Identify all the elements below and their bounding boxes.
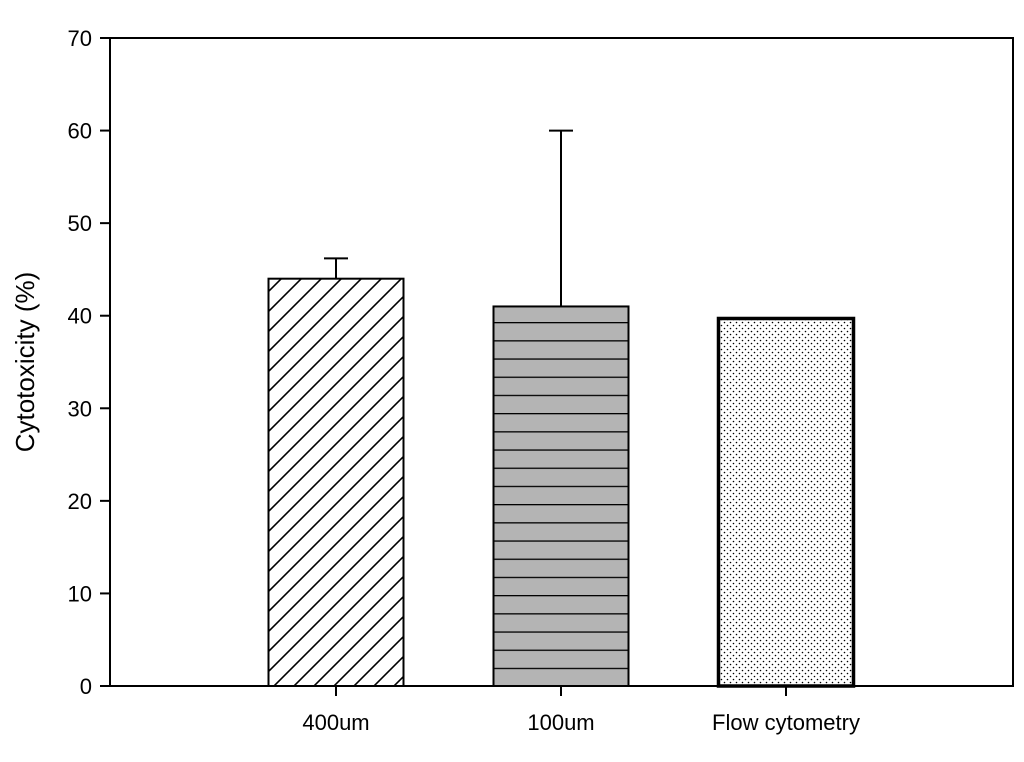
x-axis: 400um 100um Flow cytometry	[302, 686, 860, 735]
y-axis: 0 10 20 30 40 50 60 70	[68, 26, 110, 699]
bars	[267, 129, 856, 688]
bar-100um	[492, 305, 630, 687]
y-tick-label: 0	[80, 674, 92, 699]
y-axis-title: Cytotoxicity (%)	[10, 272, 40, 453]
y-tick-label: 70	[68, 26, 92, 51]
x-tick-label: 400um	[302, 710, 369, 735]
y-tick-label: 30	[68, 396, 92, 421]
y-tick-label: 40	[68, 304, 92, 329]
x-tick-label: 100um	[527, 710, 594, 735]
x-tick-label: Flow cytometry	[712, 710, 860, 735]
y-tick-label: 20	[68, 489, 92, 514]
y-tick-label: 10	[68, 581, 92, 606]
bar-flow-cytometry	[716, 316, 856, 688]
y-tick-label: 50	[68, 211, 92, 236]
y-tick-label: 60	[68, 119, 92, 144]
bar-400um	[267, 277, 405, 687]
